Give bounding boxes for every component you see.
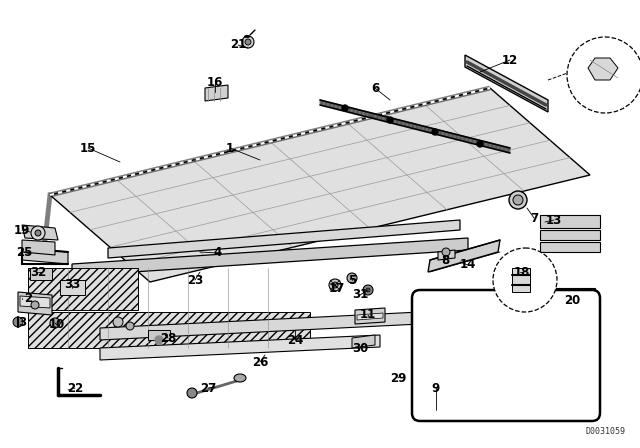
Text: 17: 17 (329, 281, 345, 294)
Circle shape (126, 322, 134, 330)
Polygon shape (22, 248, 68, 264)
Polygon shape (100, 312, 420, 340)
Polygon shape (540, 230, 600, 240)
Circle shape (187, 388, 197, 398)
Circle shape (477, 141, 483, 147)
Text: 27: 27 (200, 382, 216, 395)
Circle shape (155, 336, 163, 344)
FancyBboxPatch shape (412, 290, 600, 421)
Polygon shape (100, 335, 380, 360)
Text: 16: 16 (207, 76, 223, 89)
Circle shape (432, 129, 438, 135)
Polygon shape (60, 280, 85, 295)
Text: 12: 12 (502, 53, 518, 66)
Polygon shape (428, 240, 500, 272)
Polygon shape (352, 335, 375, 348)
Text: 18: 18 (514, 266, 530, 279)
Circle shape (347, 273, 357, 283)
Circle shape (387, 117, 393, 123)
Circle shape (332, 282, 338, 288)
Polygon shape (540, 215, 600, 228)
Circle shape (493, 248, 557, 312)
Circle shape (366, 288, 370, 292)
Text: 26: 26 (252, 356, 268, 369)
Text: 31: 31 (352, 289, 368, 302)
Text: 23: 23 (187, 273, 203, 287)
Text: 30: 30 (352, 341, 368, 354)
Text: 5: 5 (348, 273, 356, 287)
Text: 28: 28 (160, 332, 176, 345)
Circle shape (13, 317, 23, 327)
Text: 9: 9 (432, 382, 440, 395)
Polygon shape (18, 292, 52, 315)
Text: 20: 20 (564, 293, 580, 306)
Polygon shape (108, 220, 460, 258)
Circle shape (245, 39, 251, 45)
Text: 24: 24 (287, 333, 303, 346)
Text: 14: 14 (460, 258, 476, 271)
Polygon shape (148, 330, 170, 340)
Text: 21: 21 (230, 39, 246, 52)
Polygon shape (205, 85, 228, 101)
Polygon shape (465, 55, 548, 112)
Circle shape (31, 301, 39, 309)
Polygon shape (555, 288, 595, 305)
Text: D0031059: D0031059 (586, 427, 626, 436)
Polygon shape (357, 313, 383, 320)
Text: 1: 1 (226, 142, 234, 155)
Circle shape (567, 37, 640, 113)
Polygon shape (438, 250, 455, 260)
Polygon shape (28, 268, 138, 310)
Circle shape (442, 248, 450, 256)
Polygon shape (540, 242, 600, 252)
Text: 33: 33 (64, 279, 80, 292)
Polygon shape (50, 88, 590, 282)
Circle shape (50, 318, 60, 328)
Polygon shape (22, 240, 55, 255)
Circle shape (35, 230, 41, 236)
Polygon shape (20, 296, 50, 308)
Text: 7: 7 (530, 211, 538, 224)
Polygon shape (512, 268, 530, 292)
Text: 25: 25 (16, 246, 32, 258)
Text: 4: 4 (214, 246, 222, 259)
Text: 2: 2 (24, 293, 32, 306)
Polygon shape (588, 58, 618, 80)
Text: 8: 8 (441, 254, 449, 267)
Text: 29: 29 (390, 371, 406, 384)
Ellipse shape (234, 374, 246, 382)
Circle shape (31, 226, 45, 240)
Text: 6: 6 (371, 82, 379, 95)
Text: 15: 15 (80, 142, 96, 155)
Text: 32: 32 (30, 266, 46, 279)
Circle shape (329, 279, 341, 291)
Polygon shape (28, 312, 310, 348)
Text: 13: 13 (546, 214, 562, 227)
Polygon shape (72, 238, 468, 276)
Circle shape (509, 191, 527, 209)
Circle shape (342, 105, 348, 111)
Circle shape (242, 36, 254, 48)
Polygon shape (355, 308, 385, 324)
Text: 11: 11 (360, 309, 376, 322)
Text: 22: 22 (67, 382, 83, 395)
Text: 10: 10 (49, 319, 65, 332)
Polygon shape (30, 268, 52, 280)
Circle shape (363, 285, 373, 295)
Text: 19: 19 (14, 224, 30, 237)
Polygon shape (22, 225, 58, 240)
Circle shape (113, 317, 123, 327)
Circle shape (513, 195, 523, 205)
Text: 3: 3 (18, 315, 26, 328)
